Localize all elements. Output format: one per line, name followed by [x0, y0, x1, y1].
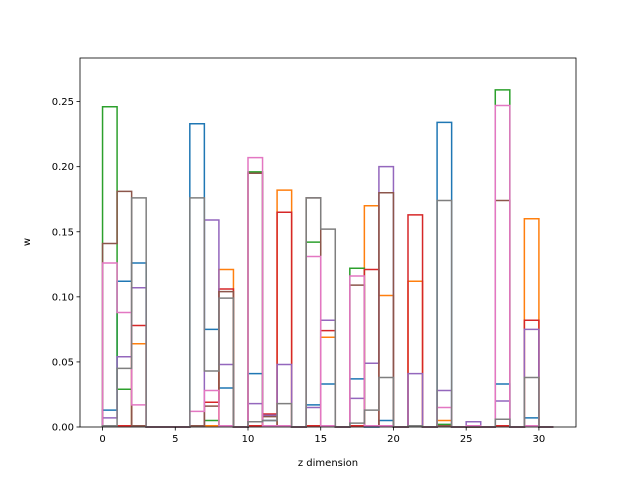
plot-frame — [79, 57, 577, 428]
x-tick-label: 20 — [387, 434, 400, 445]
y-tick-label: 0.00 — [52, 423, 74, 434]
axes-layer: 0 5 10 15 20 25 30 0.00 0.05 0.10 0.15 0.20 0.25 — [52, 57, 577, 445]
x-axis-label: z dimension — [298, 458, 358, 469]
y-tick-label: 0.15 — [52, 227, 74, 238]
x-tick-label: 25 — [460, 434, 473, 445]
y-tick-label: 0.25 — [52, 97, 74, 108]
x-tick-label: 15 — [314, 434, 327, 445]
x-tick-label: 5 — [172, 434, 178, 445]
y-tick-label: 0.05 — [52, 357, 74, 368]
y-tick-label: 0.10 — [52, 292, 74, 303]
y-axis-label: w — [22, 238, 33, 246]
x-tick-label: 10 — [242, 434, 255, 445]
x-tick-label: 30 — [533, 434, 546, 445]
y-tick-label: 0.20 — [52, 162, 74, 173]
x-tick-label: 0 — [99, 434, 105, 445]
